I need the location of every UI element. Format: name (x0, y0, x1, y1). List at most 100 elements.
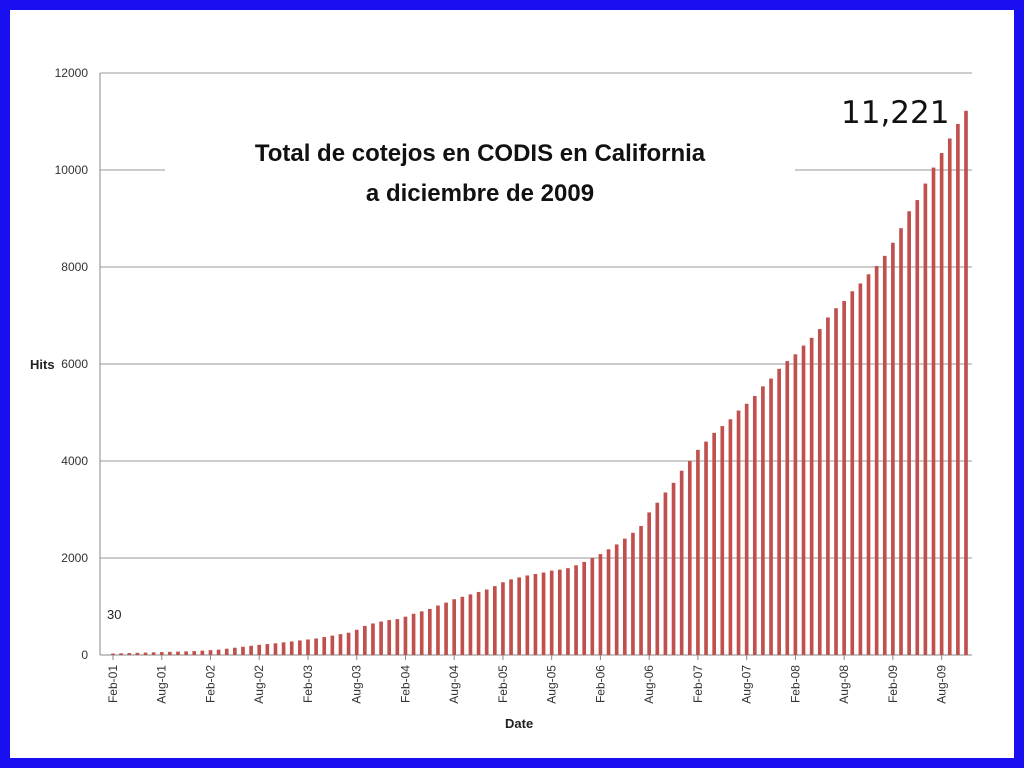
bar (907, 211, 911, 656)
y-axis-label: Hits (30, 357, 55, 372)
bar (176, 651, 180, 655)
x-tick-label: Aug-04 (447, 665, 461, 704)
y-tick-label: 8000 (61, 260, 88, 274)
bar (257, 644, 262, 655)
bar (712, 432, 716, 655)
bar (517, 577, 522, 655)
y-tick-label: 12000 (55, 66, 89, 80)
bar (639, 525, 643, 655)
final-value-annotation: 11,221 (841, 95, 950, 131)
x-tick-label: Feb-07 (691, 665, 705, 703)
bar (761, 386, 765, 655)
bar (769, 378, 773, 655)
x-tick-label: Aug-07 (740, 665, 754, 704)
bar (289, 641, 294, 655)
bar (265, 644, 270, 655)
x-tick-label: Aug-06 (642, 665, 656, 704)
bar (915, 200, 920, 655)
bar (679, 470, 684, 655)
bar (574, 565, 578, 655)
y-axis-ticks: 0 2000 4000 6000 8000 10000 12000 (55, 66, 89, 662)
bar (428, 608, 432, 655)
bar (704, 441, 708, 655)
x-tick-label: Aug-01 (155, 665, 169, 704)
bar (744, 403, 749, 655)
bar (647, 512, 651, 655)
bar (322, 637, 327, 655)
bar (452, 599, 457, 655)
chart-title-line-1: Total de cotejos en CODIS en California (254, 140, 706, 167)
bar (793, 354, 798, 655)
x-tick-label: Feb-09 (886, 665, 900, 703)
bar (923, 183, 928, 655)
bar (736, 410, 741, 655)
bar (728, 419, 733, 655)
bar (858, 283, 863, 655)
bar (899, 228, 903, 655)
chart-title-line-2: a diciembre de 2009 (365, 180, 595, 207)
bar (687, 461, 692, 655)
y-tick-label: 4000 (61, 454, 88, 468)
bar (306, 639, 310, 655)
bar (224, 648, 229, 655)
bar (598, 554, 603, 655)
bar (834, 308, 838, 655)
bar (184, 651, 188, 655)
bar (525, 575, 530, 655)
bar (663, 492, 668, 655)
bar (354, 629, 359, 655)
bar (752, 396, 757, 655)
bar (371, 623, 375, 655)
bar (622, 538, 627, 655)
bar (314, 638, 318, 655)
bar (403, 616, 408, 655)
bar (419, 611, 424, 655)
bar (850, 291, 855, 655)
bar (249, 645, 253, 655)
start-value-annotation: 30 (107, 607, 122, 622)
x-tick-label: Aug-08 (837, 665, 851, 704)
bar (582, 561, 587, 655)
bar (135, 652, 140, 655)
bar (826, 317, 830, 655)
bar (411, 613, 416, 655)
bar (671, 482, 676, 655)
x-tick-label: Feb-06 (593, 665, 607, 703)
x-tick-label: Aug-03 (350, 665, 364, 704)
x-tick-label: Feb-05 (496, 665, 510, 703)
x-tick-label: Feb-04 (398, 665, 412, 703)
bar (566, 568, 570, 655)
bar (964, 110, 968, 655)
bar (241, 646, 245, 655)
bar (387, 620, 392, 655)
bar (484, 589, 489, 655)
bar (127, 653, 132, 655)
bar (338, 634, 343, 655)
bar (436, 605, 440, 655)
bar (809, 337, 814, 655)
bar (363, 625, 367, 655)
bars (111, 110, 968, 656)
bar (468, 594, 473, 656)
chart-title: Total de cotejos en CODIS en California … (165, 132, 795, 216)
bar (866, 274, 871, 655)
bar (891, 242, 895, 655)
y-tick-label: 0 (81, 648, 88, 662)
bar (492, 586, 497, 655)
x-tick-label: Feb-01 (106, 665, 120, 703)
bar (720, 426, 725, 655)
bar (956, 123, 960, 656)
x-axis-ticks: Feb-01 Aug-01 Feb-02 Aug-02 Feb-03 Aug-03 Feb-… (106, 655, 949, 704)
bar (696, 449, 700, 655)
bar (777, 368, 781, 655)
bar (273, 643, 278, 655)
bar (817, 329, 822, 655)
bar (476, 591, 481, 655)
bar (842, 300, 846, 655)
bar (874, 266, 879, 655)
bar (939, 153, 944, 655)
bar (216, 649, 221, 655)
bar (444, 602, 448, 655)
bar (298, 640, 302, 655)
bar (606, 549, 611, 655)
